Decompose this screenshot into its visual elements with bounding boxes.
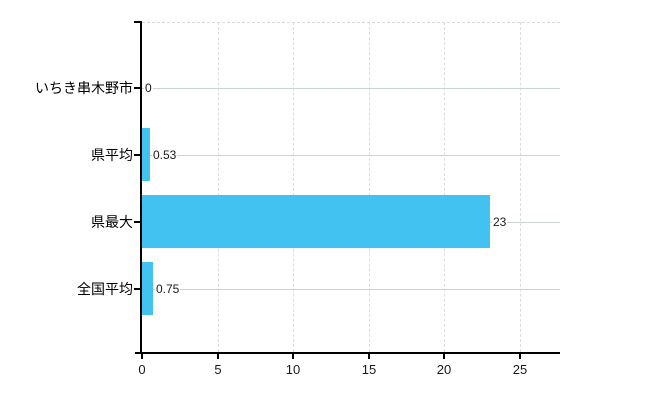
y-axis-line	[140, 22, 142, 354]
gridline-h	[142, 289, 560, 290]
plot-top-border	[142, 22, 560, 23]
gridline-v	[369, 22, 370, 352]
category-label: いちき串木野市	[35, 80, 133, 96]
bar	[142, 128, 150, 181]
value-label: 23	[492, 215, 508, 229]
value-label: 0	[144, 81, 153, 95]
x-tick-label: 20	[436, 362, 452, 377]
x-axis-line	[135, 352, 560, 354]
x-tick-label: 25	[512, 362, 528, 377]
x-tick	[141, 354, 143, 359]
x-tick	[519, 354, 521, 359]
x-tick	[368, 354, 370, 359]
y-axis-top-tick	[134, 21, 142, 23]
bar	[142, 262, 153, 315]
value-label: 0.53	[152, 148, 178, 162]
category-label: 県平均	[91, 147, 133, 163]
x-tick-label: 0	[138, 362, 146, 377]
gridline-v	[520, 22, 521, 352]
gridline-v	[293, 22, 294, 352]
x-tick	[443, 354, 445, 359]
gridline-v	[218, 22, 219, 352]
y-tick	[134, 288, 142, 290]
x-tick-label: 5	[214, 362, 222, 377]
gridline-h	[142, 88, 560, 89]
x-tick-label: 10	[285, 362, 301, 377]
category-label: 県最大	[91, 214, 133, 230]
x-tick	[217, 354, 219, 359]
value-label: 0.75	[155, 282, 181, 296]
y-tick	[134, 221, 142, 223]
bar	[142, 195, 490, 248]
gridline-h	[142, 155, 560, 156]
gridline-v	[444, 22, 445, 352]
category-label: 全国平均	[77, 281, 133, 297]
y-tick	[134, 87, 142, 89]
y-tick	[134, 154, 142, 156]
x-tick-label: 15	[361, 362, 377, 377]
x-tick	[292, 354, 294, 359]
